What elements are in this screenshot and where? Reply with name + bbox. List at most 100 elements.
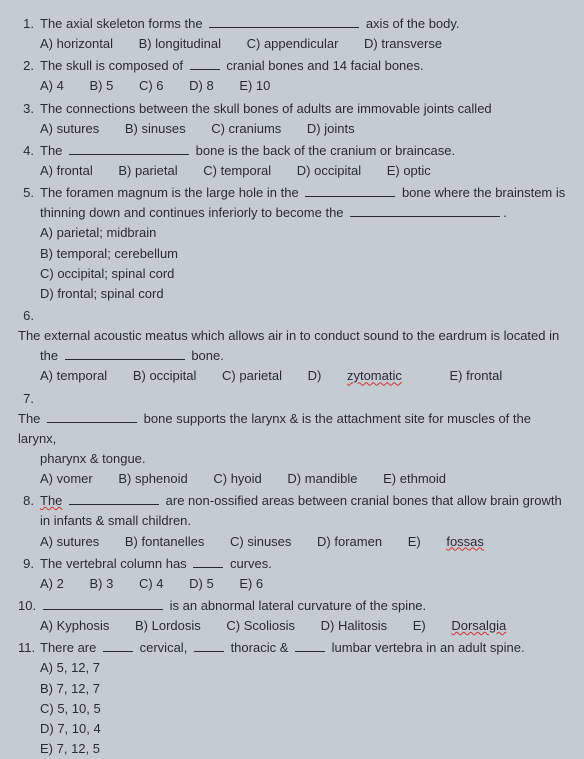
question-2: 2. The skull is composed of cranial bone… bbox=[18, 56, 566, 96]
option: D) occipital bbox=[297, 163, 361, 178]
q-stem: is an abnormal lateral curvature of the … bbox=[40, 596, 566, 616]
q-number: 2. bbox=[18, 56, 40, 76]
option: C) 4 bbox=[139, 576, 164, 591]
option: C) parietal bbox=[222, 368, 282, 383]
q-number: 3. bbox=[18, 99, 40, 119]
option: A) vomer bbox=[40, 471, 93, 486]
opt-prefix: E) bbox=[413, 618, 426, 633]
blank bbox=[69, 143, 189, 155]
q-stem-cont: in infants & small children. bbox=[18, 511, 566, 531]
stem-part: are non-ossified areas between cranial b… bbox=[166, 493, 562, 508]
q-number: 9. bbox=[18, 554, 40, 574]
q-stem: The bone supports the larynx & is the at… bbox=[18, 409, 566, 449]
question-5: 5. The foramen magnum is the large hole … bbox=[18, 183, 566, 304]
options: A) vomer B) sphenoid C) hyoid D) mandibl… bbox=[18, 469, 566, 489]
stem-part: axis of the body. bbox=[366, 16, 460, 31]
q-number: 7. bbox=[18, 389, 40, 409]
option: A) 4 bbox=[40, 78, 64, 93]
opt-err: zytomatic bbox=[347, 368, 402, 383]
option: D) mandible bbox=[287, 471, 357, 486]
opt-prefix: E) bbox=[408, 534, 421, 549]
option: A) 2 bbox=[40, 576, 64, 591]
stem-part: The bbox=[40, 143, 62, 158]
q-number: 6. bbox=[18, 306, 40, 326]
question-6: 6. The external acoustic meatus which al… bbox=[18, 306, 566, 387]
option: C) 6 bbox=[139, 78, 164, 93]
stem-part: The bbox=[40, 493, 62, 508]
option: D) joints bbox=[307, 121, 355, 136]
option: C) occipital; spinal cord bbox=[40, 264, 566, 284]
option: D) frontal; spinal cord bbox=[40, 284, 566, 304]
opt-err: Dorsalgia bbox=[451, 618, 506, 633]
stem-part: thoracic & bbox=[231, 640, 289, 655]
blank bbox=[305, 185, 395, 197]
options: A) horizontal B) longitudinal C) appendi… bbox=[18, 34, 566, 54]
question-7: 7. The bone supports the larynx & is the… bbox=[18, 389, 566, 490]
option: D) 5 bbox=[189, 576, 214, 591]
option: B) Lordosis bbox=[135, 618, 201, 633]
option: D) 7, 10, 4 bbox=[40, 719, 566, 739]
stem-part: cervical, bbox=[140, 640, 188, 655]
option: C) Scoliosis bbox=[226, 618, 295, 633]
options: A) sutures B) sinuses C) craniums D) joi… bbox=[18, 119, 566, 139]
option: B) 3 bbox=[89, 576, 113, 591]
stem-part: curves. bbox=[230, 556, 272, 571]
q-stem-cont: thinning down and continues inferiorly t… bbox=[18, 203, 566, 223]
blank bbox=[103, 640, 133, 652]
option: B) temporal; cerebellum bbox=[40, 244, 566, 264]
option: B) sphenoid bbox=[118, 471, 187, 486]
options: A) 2 B) 3 C) 4 D) 5 E) 6 bbox=[18, 574, 566, 594]
blank bbox=[43, 598, 163, 610]
option: C) 5, 10, 5 bbox=[40, 699, 566, 719]
blank bbox=[69, 493, 159, 505]
blank bbox=[194, 640, 224, 652]
stem-part: The axial skeleton forms the bbox=[40, 16, 203, 31]
option: D) transverse bbox=[364, 36, 442, 51]
blank bbox=[65, 348, 185, 360]
stem-part: bone where the brainstem is bbox=[402, 185, 565, 200]
option: A) frontal bbox=[40, 163, 93, 178]
options: A) 5, 12, 7 B) 7, 12, 7 C) 5, 10, 5 D) 7… bbox=[18, 658, 566, 759]
option: A) sutures bbox=[40, 121, 99, 136]
q-stem: The axial skeleton forms the axis of the… bbox=[40, 14, 566, 34]
q-stem-cont: pharynx & tongue. bbox=[18, 449, 566, 469]
option: C) temporal bbox=[203, 163, 271, 178]
option: D) zytomatic bbox=[308, 368, 424, 383]
opt-err: fossas bbox=[446, 534, 484, 549]
blank bbox=[350, 205, 500, 217]
q-stem: The bone is the back of the cranium or b… bbox=[40, 141, 566, 161]
option: B) longitudinal bbox=[139, 36, 221, 51]
option: E) 7, 12, 5 bbox=[40, 739, 566, 759]
stem-part: The skull is composed of bbox=[40, 58, 183, 73]
q-stem: There are cervical, thoracic & lumbar ve… bbox=[40, 638, 566, 658]
blank bbox=[47, 410, 137, 422]
question-8: 8. The are non-ossified areas between cr… bbox=[18, 491, 566, 551]
options: A) 4 B) 5 C) 6 D) 8 E) 10 bbox=[18, 76, 566, 96]
question-4: 4. The bone is the back of the cranium o… bbox=[18, 141, 566, 181]
stem-part: bone. bbox=[191, 348, 224, 363]
option: A) horizontal bbox=[40, 36, 113, 51]
blank bbox=[190, 58, 220, 70]
option: A) sutures bbox=[40, 534, 99, 549]
option: A) parietal; midbrain bbox=[40, 223, 566, 243]
q-stem: The external acoustic meatus which allow… bbox=[18, 326, 566, 346]
q-stem: The foramen magnum is the large hole in … bbox=[40, 183, 566, 203]
options: A) frontal B) parietal C) temporal D) oc… bbox=[18, 161, 566, 181]
blank bbox=[209, 16, 359, 28]
option: B) sinuses bbox=[125, 121, 186, 136]
option: B) occipital bbox=[133, 368, 197, 383]
question-3: 3. The connections between the skull bon… bbox=[18, 99, 566, 139]
question-11: 11. There are cervical, thoracic & lumba… bbox=[18, 638, 566, 759]
quiz-list: 1. The axial skeleton forms the axis of … bbox=[18, 14, 566, 759]
q-number: 10. bbox=[18, 596, 40, 616]
q-stem: The are non-ossified areas between crani… bbox=[40, 491, 566, 511]
option: A) temporal bbox=[40, 368, 107, 383]
stem-part: . bbox=[503, 205, 507, 220]
option: B) parietal bbox=[118, 163, 177, 178]
q-stem: The connections between the skull bones … bbox=[40, 99, 566, 119]
stem-part: is an abnormal lateral curvature of the … bbox=[170, 598, 427, 613]
q-number: 8. bbox=[18, 491, 40, 511]
stem-part: The bbox=[18, 411, 40, 426]
question-1: 1. The axial skeleton forms the axis of … bbox=[18, 14, 566, 54]
stem-part: lumbar vertebra in an adult spine. bbox=[332, 640, 525, 655]
